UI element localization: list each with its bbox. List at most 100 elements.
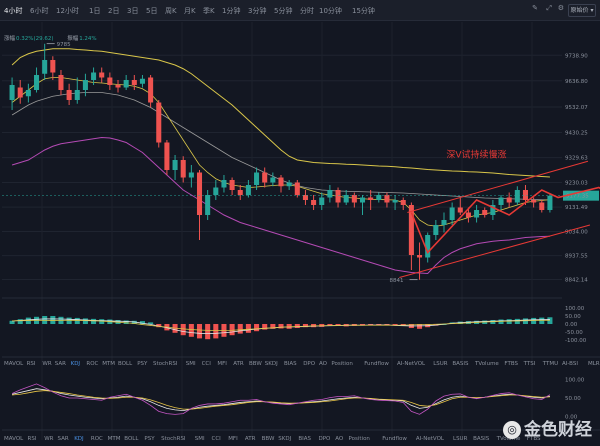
indicator-tab[interactable]: SAR [55,361,66,367]
macd-bar [237,324,243,334]
candle [522,190,529,200]
indicator-tab[interactable]: BASIS [473,436,490,442]
indicator-tab[interactable]: Fundflow [364,361,389,367]
indicator-tab[interactable]: CCI [202,361,212,367]
timeframe-tab[interactable]: 12小时 [56,7,79,15]
macd-dea-line [12,319,550,331]
indicator-tab[interactable]: BASIS [452,361,469,367]
indicator-tab[interactable]: ATR [245,436,256,442]
current-price-label: 9177.35 [566,194,589,200]
indicator-tab[interactable]: AI-NetVOL [397,361,426,367]
indicator-tab[interactable]: SMI [195,436,205,442]
indicator-tab[interactable]: WR [44,436,53,442]
indicator-tab[interactable]: KDJ [71,361,81,367]
indicator-tab[interactable]: BIAS [298,436,311,442]
timeframe-tab[interactable]: 3分钟 [248,7,267,15]
indicator-tab[interactable]: PSY [137,361,148,367]
price-type-dropdown[interactable]: 原始价 ▾ [568,4,596,17]
indicator-tab[interactable]: ATR [233,361,244,367]
indicator-tab[interactable]: FTBS [504,361,518,367]
timeframe-tab[interactable]: 4小时 [4,7,23,15]
indicator-tab[interactable]: MFI [228,436,238,442]
timeframe-tab[interactable]: 3日 [127,7,139,15]
indicator-tab[interactable]: StochRSI [153,361,178,367]
indicator-tab[interactable]: Position [349,436,371,442]
settings-icon[interactable]: ⚙ [557,4,564,12]
indicator-tab[interactable]: MTM [102,361,115,367]
price-tick-label: 9532.07 [565,105,588,111]
indicator-tab[interactable]: PSY [144,436,155,442]
timeframe-tab[interactable]: 1日 [89,7,101,15]
indicator-tab[interactable]: SMI [186,361,196,367]
macd-bar [506,319,512,324]
indicator-tab[interactable]: CCI [212,436,222,442]
indicator-tab[interactable]: WR [42,361,51,367]
timeframe-tab[interactable]: 1分钟 [222,7,241,15]
indicator-tab[interactable]: RSI [28,436,37,442]
indicator-tab[interactable]: MAVOL [4,436,24,442]
timeframe-tab[interactable]: 分时 [300,7,314,15]
candle [294,182,300,195]
indicator-tab[interactable]: LSUR [453,436,468,442]
indicator-tab[interactable]: ROC [91,436,103,442]
indicator-tab[interactable]: AI-NetVOL [416,436,445,442]
indicator-tab[interactable]: Fundflow [382,436,407,442]
indicator-tab[interactable]: TVolume [496,436,521,442]
timeframe-tab[interactable]: 5分钟 [274,7,293,15]
current-price-tag [563,190,599,201]
indicator-tab[interactable]: MTM [108,436,121,442]
candle [188,172,194,178]
expand-icon[interactable]: ⤢ [546,4,552,12]
indicator-tab[interactable]: RSI [27,361,36,367]
macd-bar [188,324,194,337]
indicator-tab[interactable]: BOLL [124,436,139,442]
indicator-tab[interactable]: KDJ [74,436,84,442]
bollinger-lower-line [11,136,550,275]
indicator-tab[interactable]: DPO [319,436,332,442]
indicator-tab[interactable]: BIAS [284,361,297,367]
timeframe-tab[interactable]: 15分钟 [352,7,375,15]
kdj-tick-label: 0.00 [565,415,578,421]
indicator-tab[interactable]: StochRSI [161,436,186,442]
indicator-tab[interactable]: LSUR [433,361,448,367]
indicator-tab[interactable]: SAR [58,436,69,442]
indicator-tab[interactable]: BOLL [118,361,133,367]
indicator-tab[interactable]: AO [319,361,328,367]
timeframe-tab[interactable]: 季K [203,7,215,15]
indicator-tab[interactable]: SKDJ [278,436,291,442]
indicator-tab[interactable]: Position [331,361,353,367]
indicator-tab[interactable]: AO [335,436,344,442]
indicator-tab[interactable]: MFI [217,361,227,367]
indicator-tab[interactable]: MAVOL [4,361,24,367]
timeframe-tab[interactable]: 10分钟 [319,7,342,15]
pencil-icon[interactable]: ✎ [532,4,538,12]
candle [9,85,15,100]
indicator-tab[interactable]: AI-BSI [562,361,578,367]
indicator-tab[interactable]: BBW [262,436,275,442]
price-tick-label: 9636.80 [565,79,588,85]
timeframe-tab[interactable]: 2日 [108,7,120,15]
indicator-tab[interactable]: MLR [588,361,600,367]
candle [400,200,406,205]
timeframe-tab[interactable]: 6小时 [30,7,49,15]
kdj-tick-label: 50.00 [565,396,581,402]
candle [425,235,431,258]
indicator-tab[interactable]: BBW [249,361,262,367]
indicator-tab[interactable]: ROC [86,361,98,367]
price-tick-label: 8937.55 [565,254,588,260]
indicator-tab[interactable]: DPO [303,361,316,367]
watermark: ◎ 金色财经 [503,415,592,440]
macd-bar [262,324,268,330]
candle [327,190,333,198]
indicator-tab[interactable]: SKDJ [265,361,278,367]
timeframe-tab[interactable]: 5日 [146,7,158,15]
indicator-tab[interactable]: TTMU [542,361,558,367]
timeframe-tab[interactable]: 月K [184,7,196,15]
indicator-tab[interactable]: TVolume [474,361,499,367]
macd-bar [148,322,154,324]
indicator-tab[interactable]: FTBS [527,436,541,442]
timeframe-tab[interactable]: 周K [165,7,177,15]
candle [408,205,414,255]
indicator-tab[interactable]: TTSI [523,361,536,367]
